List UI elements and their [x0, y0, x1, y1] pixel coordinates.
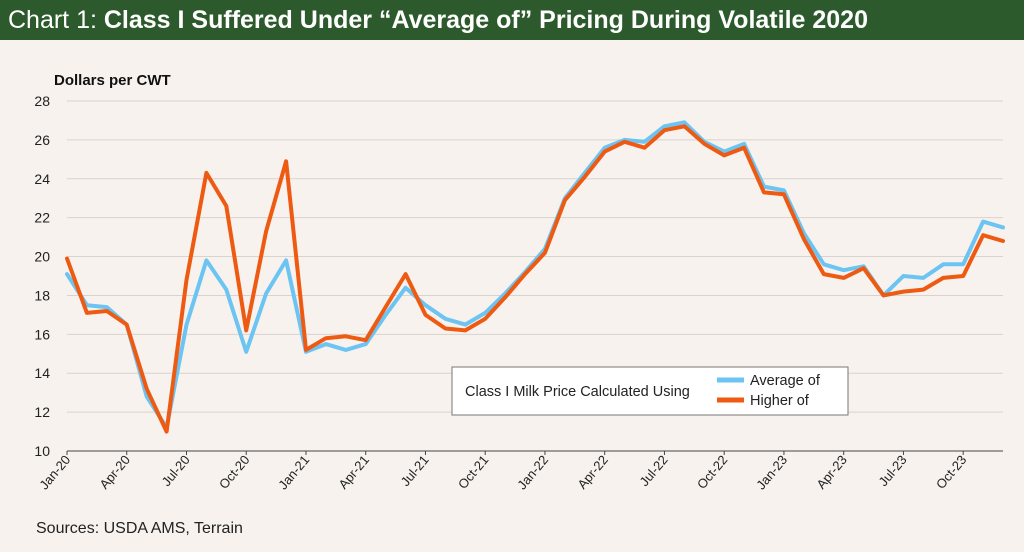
legend-label-higher-of: Higher of: [750, 393, 810, 409]
x-tick-label: Apr-22: [574, 452, 611, 492]
x-tick-label: Apr-23: [813, 452, 850, 492]
y-tick-label: 16: [34, 326, 50, 342]
y-tick-label: 10: [34, 443, 50, 459]
y-tick-label: 26: [34, 132, 50, 148]
chart-title-prefix: Chart 1:: [8, 5, 104, 34]
chart-title: Chart 1: Class I Suffered Under “Average…: [0, 6, 868, 35]
series-lines: [65, 120, 1005, 434]
x-tick-labels: Jan-20 Apr-20 Jul-20 Oct-20 Jan-21 Apr-21 Jul-…: [36, 451, 969, 492]
y-axis-label: Dollars per CWT: [54, 72, 171, 89]
x-tick-label: Jan-21: [275, 452, 312, 492]
x-tick-label: Apr-21: [335, 452, 372, 492]
y-tick-label: 18: [34, 287, 50, 303]
series-line-higher-of: [65, 124, 1005, 434]
x-tick-label: Oct-22: [694, 452, 731, 492]
legend-box: [451, 366, 849, 416]
y-tick-label: 22: [34, 210, 50, 226]
y-tick-label: 24: [34, 171, 50, 187]
x-tick-label: Jul-22: [636, 452, 670, 489]
y-tick-labels: 10 12 14 16 18 20 22 24 26 28: [34, 93, 50, 459]
y-gridlines: [67, 100, 1003, 452]
legend: Class I Milk Price Calculated Using Aver…: [451, 366, 849, 416]
legend-title: Class I Milk Price Calculated Using: [465, 384, 690, 400]
x-tick-label: Jan-23: [753, 452, 790, 492]
y-tick-label: 28: [34, 93, 50, 109]
line-chart: Dollars per CWT 10 12 14 16 18 20 22 24 26 28 Jan…: [34, 72, 1005, 492]
x-tick-label: Oct-20: [216, 452, 253, 492]
x-tick-label: Jul-21: [398, 452, 432, 489]
x-tick-label: Oct-21: [455, 452, 492, 492]
y-tick-label: 20: [34, 249, 50, 265]
x-tick-label: Apr-20: [96, 452, 133, 492]
y-tick-label: 12: [34, 404, 50, 420]
sources-note: Sources: USDA AMS, Terrain: [36, 520, 243, 537]
x-tick-label: Jul-20: [159, 452, 193, 489]
series-line-average-of: [65, 120, 1005, 430]
x-tick-label: Jul-23: [875, 452, 909, 489]
legend-label-average-of: Average of: [750, 373, 821, 389]
y-tick-label: 14: [34, 365, 50, 381]
title-bar: Chart 1: Class I Suffered Under “Average…: [0, 0, 1024, 40]
x-tick-label: Oct-23: [933, 452, 970, 492]
x-tick-label: Jan-22: [514, 452, 551, 492]
chart-title-main: Class I Suffered Under “Average of” Pric…: [103, 5, 868, 34]
